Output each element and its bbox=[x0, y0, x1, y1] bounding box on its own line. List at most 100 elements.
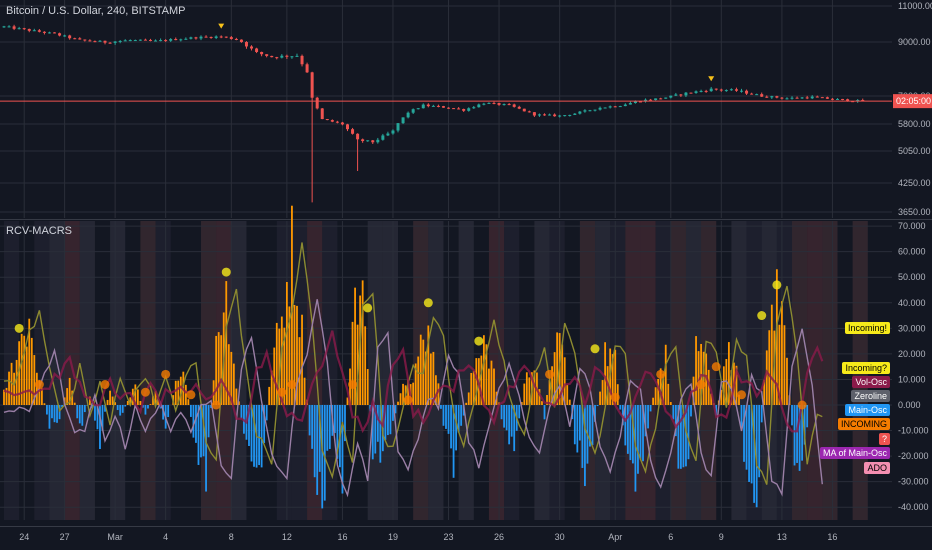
legend-tag-7[interactable]: MA of Main-Osc bbox=[819, 447, 890, 459]
histogram-bar bbox=[73, 402, 76, 405]
indicator-title[interactable]: RCV-MACRS bbox=[6, 225, 73, 237]
legend-tag-6[interactable]: ? bbox=[878, 433, 890, 445]
candle-body bbox=[204, 36, 208, 38]
histogram-bar bbox=[104, 405, 106, 412]
histogram-bar bbox=[192, 405, 195, 438]
histogram-bar bbox=[265, 405, 268, 421]
time-axis-label: 26 bbox=[494, 532, 504, 542]
histogram-bar bbox=[796, 405, 798, 463]
candle-body bbox=[795, 97, 799, 99]
candle-body bbox=[654, 98, 658, 101]
histogram-bar bbox=[414, 363, 417, 405]
histogram-bar bbox=[765, 350, 768, 405]
indicator-background-band bbox=[488, 221, 505, 520]
candle-body bbox=[148, 39, 152, 41]
histogram-bar bbox=[298, 337, 301, 405]
histogram-bar bbox=[743, 405, 745, 462]
candle-body bbox=[98, 40, 102, 42]
legend-tag-3[interactable]: Zeroline bbox=[851, 390, 890, 402]
histogram-bar bbox=[399, 393, 402, 405]
candle-body bbox=[841, 98, 845, 100]
histogram-bar bbox=[801, 405, 804, 461]
time-axis[interactable]: 24 27 Mar 4 8 12 16 19 23 26 30 Apr 6 9 13 16 bbox=[0, 526, 932, 543]
indicator-background-band bbox=[822, 221, 838, 520]
price-axis-label: 5050.00 bbox=[898, 146, 931, 156]
histogram-bar bbox=[61, 405, 63, 408]
candle-body bbox=[73, 38, 77, 40]
indicator-axis[interactable]: 70.000 60.000 50.000 40.000 30.000 20.000 10.0… bbox=[898, 221, 929, 512]
candle-body bbox=[406, 112, 410, 118]
candle-body bbox=[775, 96, 779, 98]
legend-tag-8[interactable]: ADO bbox=[864, 462, 890, 474]
signal-marker bbox=[363, 303, 373, 313]
candle-body bbox=[790, 97, 794, 99]
histogram-bar bbox=[735, 365, 738, 405]
histogram-bar bbox=[227, 344, 230, 405]
candle-body bbox=[194, 37, 198, 39]
histogram-bar bbox=[366, 369, 369, 405]
indicator-background-band bbox=[322, 221, 338, 520]
indicator-background-band bbox=[610, 221, 626, 520]
histogram-bar bbox=[647, 405, 649, 429]
histogram-bar bbox=[308, 405, 311, 436]
price-axis[interactable]: 11000.009000.007000.005800.005050.004250… bbox=[893, 1, 932, 217]
signal-marker bbox=[696, 380, 706, 390]
histogram-bar bbox=[268, 386, 271, 405]
signal-marker bbox=[14, 323, 24, 333]
time-axis-label: 9 bbox=[719, 532, 724, 542]
histogram-bar bbox=[25, 346, 28, 405]
candle-body bbox=[345, 124, 349, 130]
candle-body bbox=[502, 104, 506, 106]
signal-marker bbox=[100, 380, 110, 390]
indicator-background-band bbox=[625, 221, 641, 520]
histogram-bar bbox=[321, 405, 324, 509]
legend-tag-1[interactable]: Incoming? bbox=[842, 362, 890, 374]
candle-body bbox=[835, 98, 839, 100]
histogram-bar bbox=[786, 357, 788, 405]
signal-marker bbox=[161, 369, 171, 379]
candle-body bbox=[58, 33, 62, 36]
histogram-bar bbox=[53, 405, 56, 423]
histogram-bar bbox=[493, 368, 495, 405]
histogram-bar bbox=[682, 405, 685, 468]
histogram-bar bbox=[18, 341, 21, 405]
candle-body bbox=[93, 41, 97, 43]
price-axis-label: 3650.00 bbox=[898, 207, 931, 217]
histogram-bar bbox=[503, 405, 505, 428]
candle-body bbox=[679, 94, 683, 96]
candle-body bbox=[583, 110, 587, 112]
candle-body bbox=[340, 122, 344, 125]
legend-tag-4[interactable]: Main-Osc bbox=[845, 404, 890, 416]
histogram-bar bbox=[482, 335, 485, 405]
price-axis-label: 9000.00 bbox=[898, 37, 931, 47]
legend-tag-5[interactable]: INCOMING bbox=[838, 418, 890, 430]
histogram-bar bbox=[669, 402, 672, 405]
symbol-title[interactable]: Bitcoin / U.S. Dollar, 240, BITSTAMP bbox=[6, 5, 186, 17]
time-axis-label: 16 bbox=[827, 532, 837, 542]
histogram-bar bbox=[20, 333, 23, 405]
candle-body bbox=[477, 104, 481, 108]
candle-body bbox=[447, 107, 451, 109]
signal-marker bbox=[423, 298, 433, 308]
candle-body bbox=[22, 28, 26, 30]
histogram-bar bbox=[326, 405, 329, 451]
histogram-bar bbox=[457, 405, 460, 433]
candle-body bbox=[472, 107, 476, 109]
histogram-bar bbox=[778, 324, 781, 405]
candle-body bbox=[300, 55, 304, 65]
histogram-bar bbox=[215, 335, 218, 405]
histogram-bar bbox=[697, 351, 700, 405]
legend-tag-0[interactable]: Incoming! bbox=[844, 322, 890, 334]
histogram-bar bbox=[472, 370, 475, 405]
candle-body bbox=[846, 99, 850, 102]
candle-body bbox=[154, 40, 158, 42]
candle-body bbox=[164, 40, 168, 42]
candle-body bbox=[421, 104, 425, 109]
legend-tag-2[interactable]: Vol-Osc bbox=[852, 376, 890, 388]
histogram-bar bbox=[13, 372, 16, 405]
histogram-bar bbox=[407, 379, 410, 405]
candle-body bbox=[704, 90, 708, 92]
histogram-bar bbox=[217, 332, 220, 405]
histogram-bar bbox=[690, 405, 692, 417]
